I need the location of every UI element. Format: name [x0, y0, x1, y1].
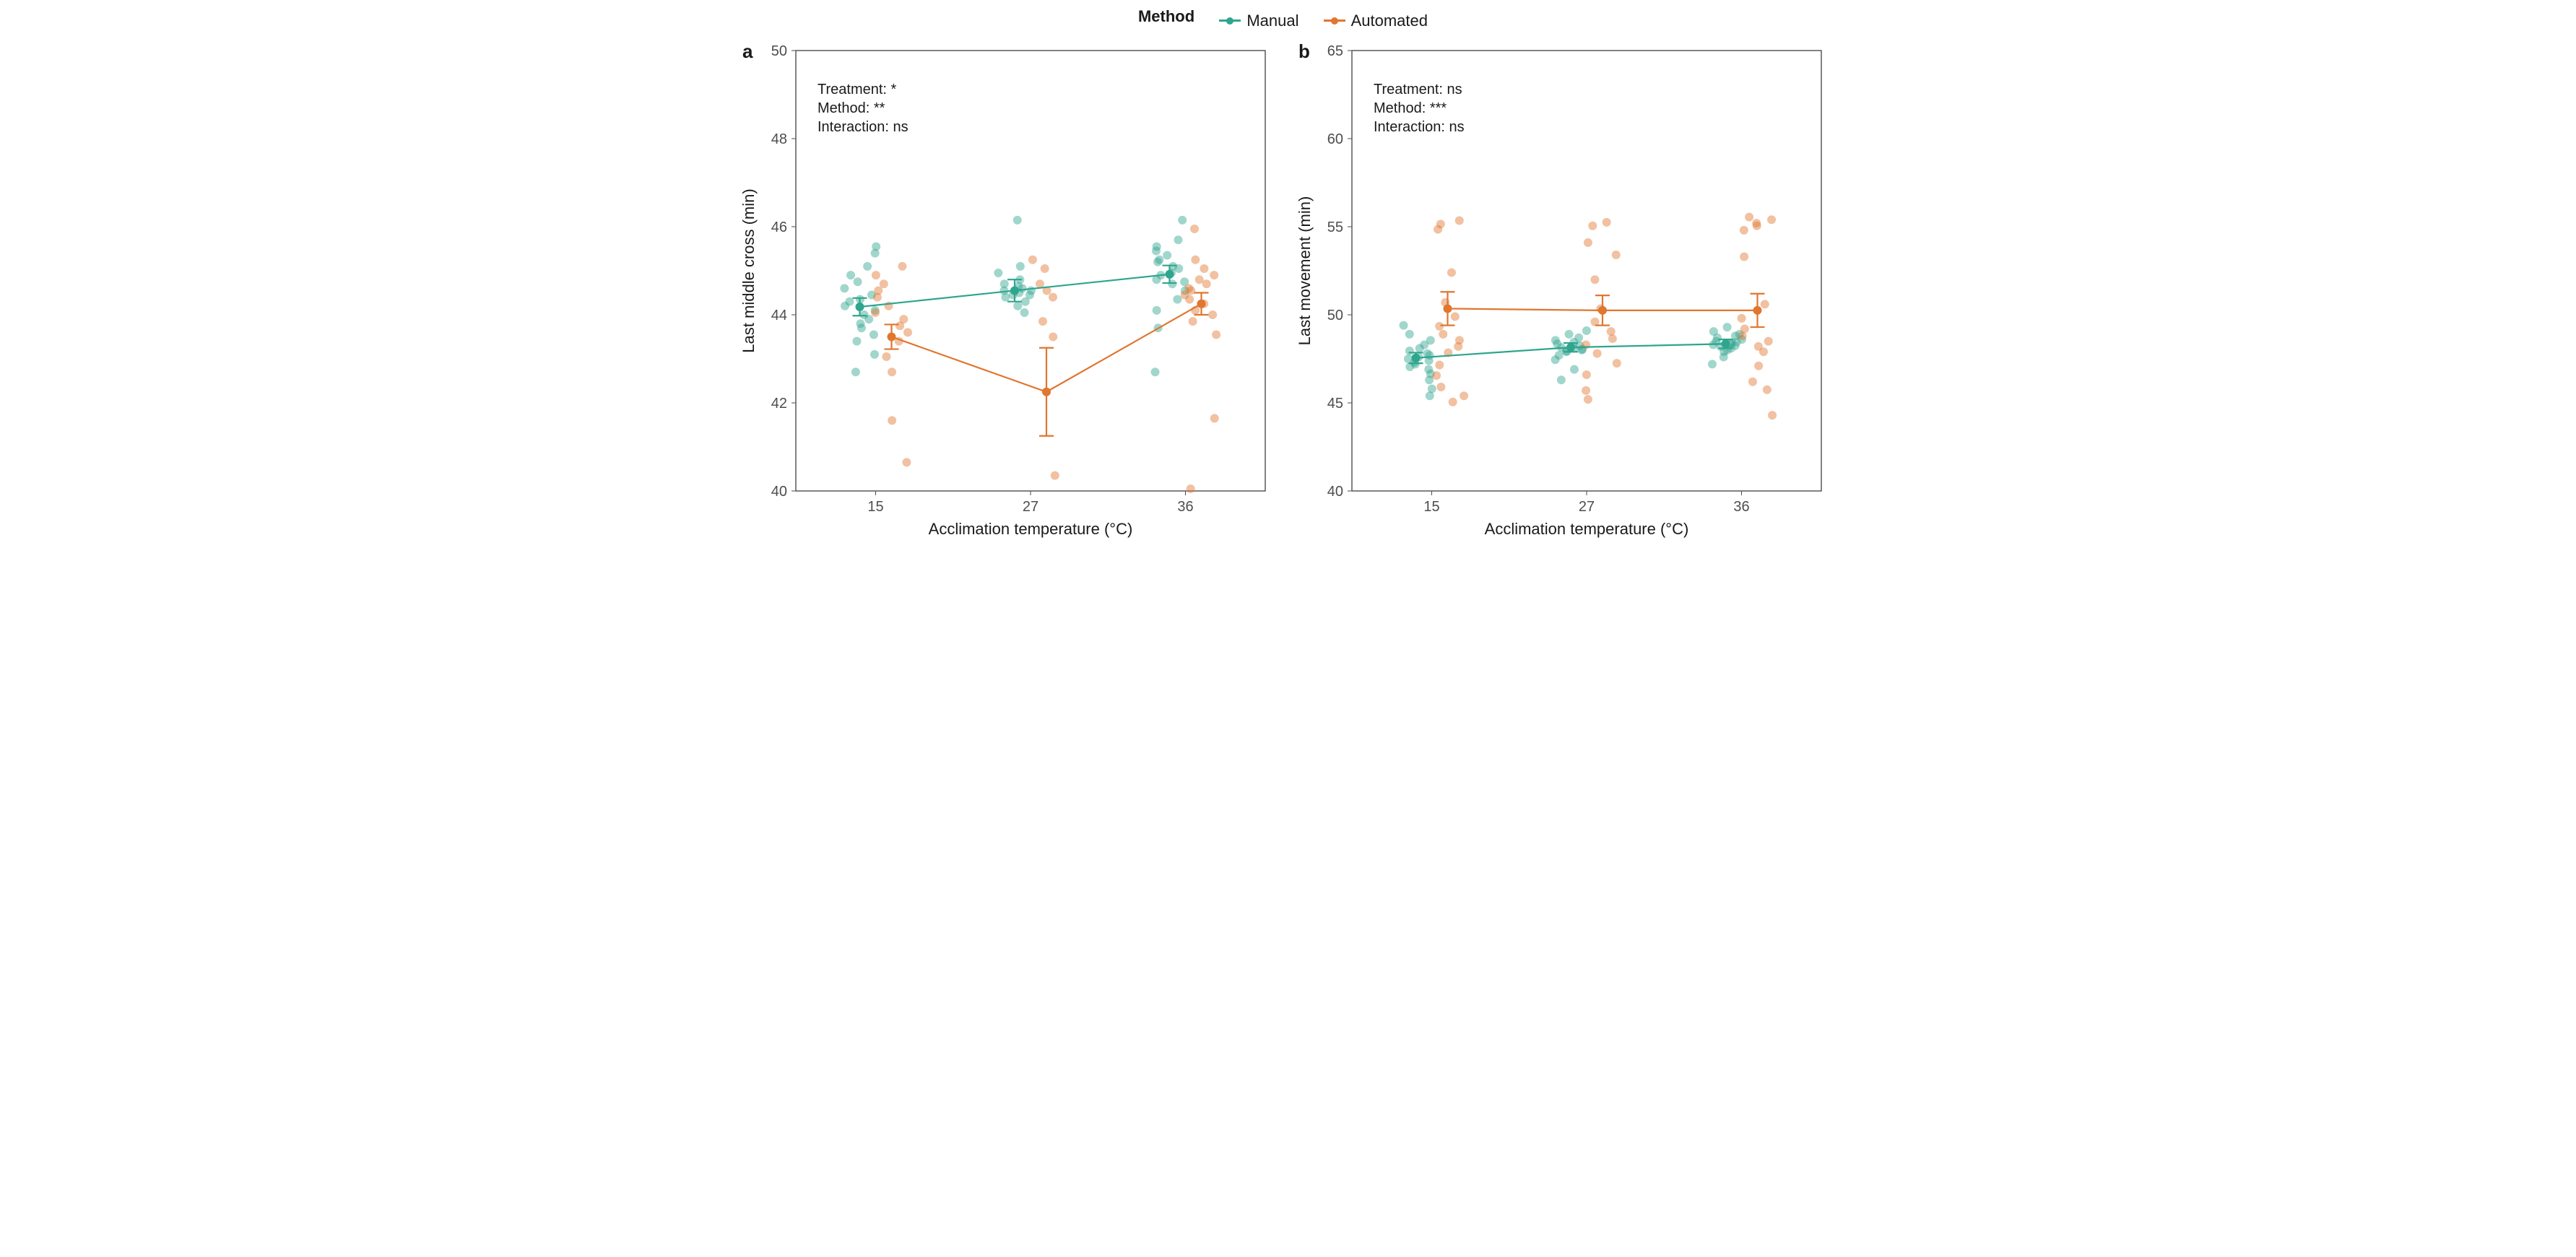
svg-text:Acclimation temperature (°C): Acclimation temperature (°C): [1484, 520, 1688, 538]
svg-text:40: 40: [771, 484, 786, 500]
svg-text:46: 46: [771, 219, 786, 235]
legend-swatch-automated: [1324, 19, 1345, 22]
svg-text:36: 36: [1177, 499, 1193, 515]
svg-text:50: 50: [771, 43, 786, 59]
legend-item-manual: Manual: [1219, 12, 1298, 30]
svg-text:55: 55: [1327, 219, 1343, 235]
legend: Method Manual Automated: [732, 7, 1844, 30]
svg-text:a: a: [742, 40, 753, 62]
svg-text:44: 44: [771, 308, 786, 323]
svg-text:Acclimation temperature (°C): Acclimation temperature (°C): [928, 520, 1132, 538]
svg-text:27: 27: [1578, 499, 1594, 515]
panels-row: 40 42 44 46 48 50 15 27 36 Acclimation temperatur…: [732, 35, 1844, 554]
svg-text:Treatment: *: Treatment: *: [818, 82, 897, 97]
svg-text:40: 40: [1327, 484, 1343, 500]
svg-text:b: b: [1298, 40, 1310, 62]
figure: Method Manual Automated 40 42 44 46 48 50 15 27…: [732, 7, 1844, 554]
svg-text:Interaction: ns: Interaction: ns: [1374, 119, 1465, 135]
legend-item-automated: Automated: [1324, 12, 1428, 30]
svg-text:Method: ***: Method: ***: [1374, 100, 1447, 116]
svg-text:Interaction: ns: Interaction: ns: [818, 119, 908, 135]
svg-text:Last middle cross (min): Last middle cross (min): [740, 188, 758, 352]
svg-text:15: 15: [867, 499, 883, 515]
svg-text:36: 36: [1733, 499, 1749, 515]
panel-b: 40 45 50 55 60 65 15 27 36 Acclimation temperatur…: [1288, 35, 1839, 554]
svg-text:50: 50: [1327, 308, 1343, 323]
panel-a: 40 42 44 46 48 50 15 27 36 Acclimation temperatur…: [732, 35, 1283, 554]
legend-label-manual: Manual: [1246, 12, 1298, 30]
legend-title: Method: [1138, 7, 1194, 25]
svg-text:27: 27: [1022, 499, 1038, 515]
svg-text:60: 60: [1327, 131, 1343, 147]
svg-text:65: 65: [1327, 43, 1343, 59]
svg-text:Treatment: ns: Treatment: ns: [1374, 82, 1462, 97]
svg-text:15: 15: [1423, 499, 1439, 515]
svg-text:Method: **: Method: **: [818, 100, 885, 116]
svg-text:Last movement (min): Last movement (min): [1296, 196, 1314, 345]
svg-text:48: 48: [771, 131, 786, 147]
legend-swatch-manual: [1219, 19, 1241, 22]
svg-text:42: 42: [771, 396, 786, 412]
svg-text:45: 45: [1327, 396, 1343, 412]
legend-label-automated: Automated: [1351, 12, 1428, 30]
